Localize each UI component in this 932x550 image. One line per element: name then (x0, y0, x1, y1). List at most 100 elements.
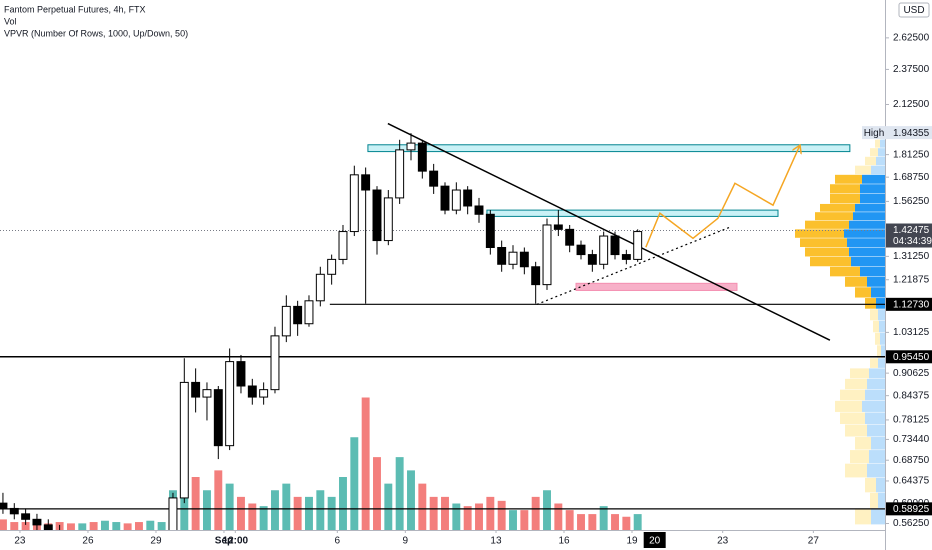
profile-up (860, 266, 885, 277)
price-label: 0.58925 (893, 504, 930, 515)
y-tick-label: 1.03125 (893, 327, 930, 338)
price-tag: High (864, 128, 885, 139)
candle-body (43, 524, 53, 530)
profile-down (870, 309, 878, 321)
candle-body (383, 197, 393, 242)
price-label: 0.95450 (893, 352, 930, 363)
profile-down (850, 450, 869, 464)
volume-bar (271, 490, 279, 530)
y-tick-label: 0.56250 (893, 518, 930, 529)
profile-down (850, 368, 869, 379)
volume-bar (384, 483, 393, 530)
x-tick-label: 23 (717, 536, 729, 547)
y-tick-label: 0.90625 (893, 368, 930, 379)
y-tick-label: 2.62500 (893, 33, 930, 44)
profile-down (835, 400, 862, 412)
volume-bar (225, 483, 234, 530)
profile-up (847, 238, 885, 247)
volume-bar (10, 522, 19, 530)
profile-up (849, 247, 885, 257)
profile-up (867, 276, 885, 287)
candle-body (236, 361, 246, 387)
candle-body (349, 174, 359, 233)
volume-bar (66, 523, 75, 530)
candle-body (259, 389, 269, 398)
profile-down (810, 256, 851, 267)
profile-down (855, 508, 871, 525)
volume-bar (282, 483, 291, 530)
y-tick-label: 2.37500 (893, 64, 930, 75)
volume-bar (78, 523, 87, 530)
profile-up (867, 424, 885, 437)
candle-body (168, 497, 178, 530)
profile-up (869, 450, 885, 464)
price-label: 1.42475 (893, 225, 930, 236)
volume-bar (588, 514, 597, 530)
candle-body (633, 231, 643, 260)
profile-up (878, 358, 885, 368)
candle-body (542, 224, 552, 286)
candle-body (225, 361, 235, 447)
candle-body (485, 213, 495, 248)
price-tag-box (862, 126, 886, 140)
profile-up (865, 412, 885, 425)
volume-bar (214, 470, 223, 530)
volume-bar (123, 523, 132, 530)
profile-up (878, 148, 885, 157)
currency-label[interactable]: USD (903, 5, 924, 16)
y-tick-label: 1.68750 (893, 172, 930, 183)
volume-bar (554, 503, 563, 530)
y-tick-label: 2.12500 (893, 99, 930, 110)
profile-down (875, 139, 880, 148)
volume-bar (543, 490, 551, 530)
profile-down (805, 220, 849, 229)
candle-body (281, 305, 291, 337)
candle-body (202, 389, 212, 398)
profile-up (869, 368, 885, 379)
volume-bar (248, 503, 257, 530)
x-tick-label: 29 (150, 536, 162, 547)
price-label: 1.94355 (893, 128, 930, 139)
candle-body (372, 189, 382, 242)
candle-body (576, 244, 586, 256)
volume-bar (407, 470, 415, 530)
y-tick-label: 1.31250 (893, 251, 930, 262)
profile-up (860, 184, 885, 194)
profile-up (871, 287, 885, 298)
drawing-box (486, 209, 779, 217)
volume-bar (350, 437, 359, 530)
profile-down (855, 287, 871, 298)
indicator-label: VPVR (Number Of Rows, 1000, Up/Down, 50) (4, 28, 188, 38)
profile-down (855, 437, 871, 450)
profile-up (853, 212, 885, 221)
x-tick-label: 6 (335, 536, 341, 547)
currency-box[interactable] (898, 2, 930, 18)
volume-bar (134, 522, 143, 530)
candle-body (213, 389, 223, 447)
volume-bar (293, 496, 302, 530)
volume-bar (203, 490, 211, 530)
profile-down (800, 238, 847, 247)
volume-bar (191, 477, 200, 530)
profile-up (871, 508, 885, 525)
volume-bar (112, 522, 121, 530)
profile-up (862, 400, 885, 412)
drawing-box (575, 282, 738, 291)
profile-down (795, 229, 844, 238)
volume-bar (611, 514, 619, 530)
volume-bar (463, 506, 472, 530)
volume-bar (475, 503, 483, 530)
profile-down (870, 358, 878, 368)
price-label-box (886, 502, 932, 516)
profile-down (830, 184, 860, 194)
price-label: 1.12730 (893, 299, 930, 310)
volume-bar (531, 496, 540, 530)
candle-body (9, 507, 19, 515)
price-label-box (886, 223, 932, 248)
plot-pane (0, 122, 885, 530)
candle-body (304, 300, 314, 325)
volume-bar (599, 506, 608, 530)
candle-body (519, 251, 529, 268)
candle-body (0, 502, 8, 509)
volume-bar (0, 519, 7, 530)
